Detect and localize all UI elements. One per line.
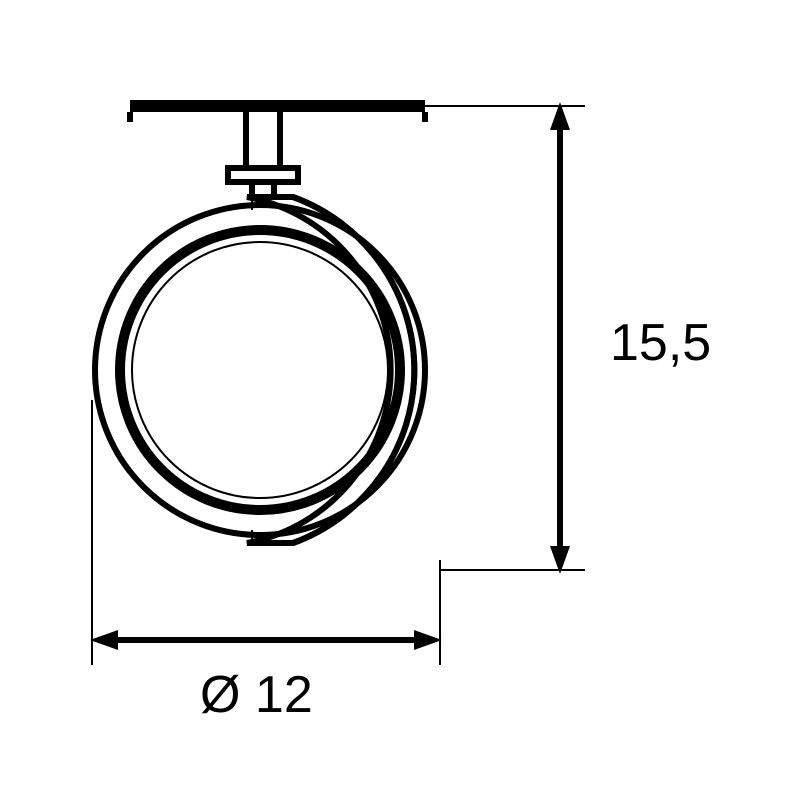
dim-diameter-label: Ø 12 <box>200 666 313 724</box>
inner-highlight <box>132 242 388 498</box>
dimension-diagram: 15,5 Ø 12 <box>0 0 800 800</box>
mount-plate <box>130 100 425 112</box>
fixture <box>95 100 425 543</box>
dim-height-label: 15,5 <box>610 314 711 372</box>
collar <box>228 168 298 182</box>
dim-height: 15,5 <box>425 102 711 574</box>
